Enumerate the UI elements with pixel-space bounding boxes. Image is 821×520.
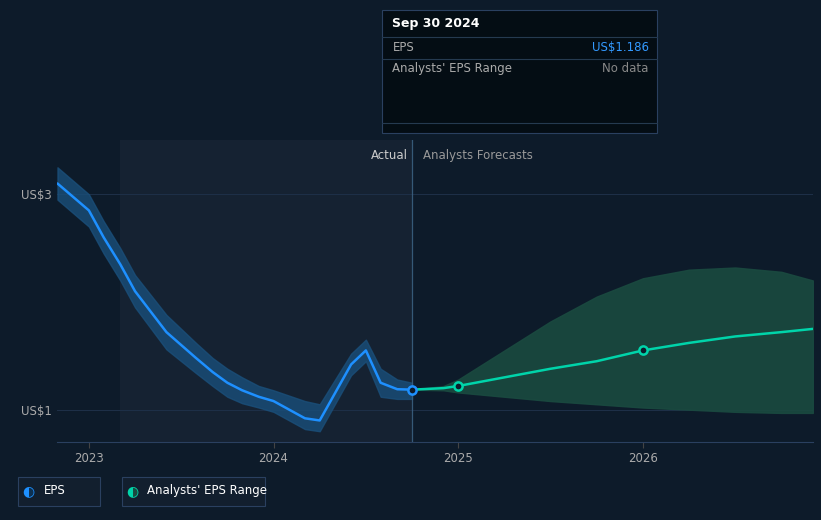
Text: Analysts Forecasts: Analysts Forecasts — [423, 149, 533, 162]
Text: Analysts' EPS Range: Analysts' EPS Range — [392, 62, 512, 75]
Point — [636, 346, 649, 355]
Text: Analysts' EPS Range: Analysts' EPS Range — [147, 485, 267, 497]
Text: EPS: EPS — [44, 485, 65, 497]
Text: EPS: EPS — [392, 41, 414, 54]
Point — [406, 385, 419, 394]
Text: ◑: ◑ — [23, 484, 34, 498]
Text: US$1.186: US$1.186 — [592, 41, 649, 54]
Text: ◑: ◑ — [126, 484, 138, 498]
Text: Actual: Actual — [371, 149, 408, 162]
Text: ◐: ◐ — [23, 484, 34, 498]
Point — [452, 382, 465, 390]
Text: Sep 30 2024: Sep 30 2024 — [392, 17, 480, 30]
Text: ◐: ◐ — [126, 484, 138, 498]
Bar — [120, 140, 412, 442]
Text: No data: No data — [603, 62, 649, 75]
